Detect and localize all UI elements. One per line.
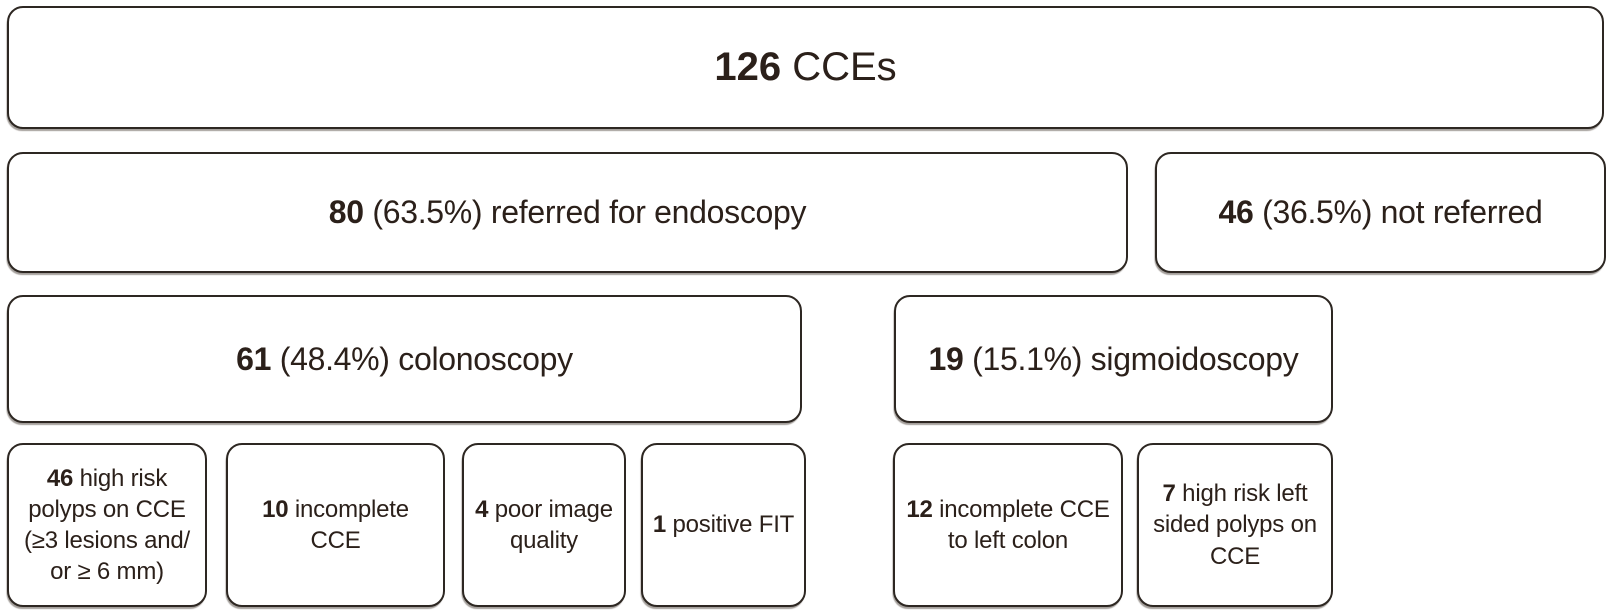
node-colonoscopy: 61 (48.4%) colonoscopy	[7, 295, 802, 423]
node-label: (63.5%) referred for endoscopy	[372, 194, 807, 230]
node-count: 46	[1218, 194, 1254, 230]
node-incomplete-cce-left-colon: 12 incomplete CCE to left colon	[893, 443, 1123, 607]
node-incomplete-cce: 10 incomplete CCE	[226, 443, 445, 607]
node-referred-for-endoscopy: 80 (63.5%) referred for endoscopy	[7, 152, 1128, 273]
node-label: incomplete CCE to left colon	[939, 495, 1110, 554]
node-positive-fit: 1 positive FIT	[641, 443, 806, 607]
node-label: CCEs	[792, 45, 897, 89]
node-high-risk-left-sided-polyps: 7 high risk left sided polyps on CCE	[1137, 443, 1333, 607]
node-count: 1	[652, 511, 667, 539]
node-text: 61 (48.4%) colonoscopy	[236, 341, 573, 378]
node-label: positive FIT	[672, 511, 795, 539]
node-count: 10	[262, 495, 289, 523]
node-count: 19	[928, 340, 964, 377]
node-label: high risk polyps on CCE (≥3 lesions and/…	[23, 464, 191, 586]
node-label: (15.1%) sigmoidoscopy	[972, 340, 1299, 377]
node-text: 80 (63.5%) referred for endoscopy	[329, 194, 807, 231]
node-not-referred: 46 (36.5%) not referred	[1155, 152, 1606, 273]
node-high-risk-polyps: 46 high risk polyps on CCE (≥3 lesions a…	[7, 443, 207, 607]
node-text: 10 incomplete CCE	[242, 494, 429, 556]
node-text: 7 high risk left sided polyps on CCE	[1145, 478, 1325, 572]
node-text: 126 CCEs	[714, 45, 896, 90]
node-text: 4 poor image quality	[474, 494, 614, 556]
node-label: high risk left sided polyps on CCE	[1153, 480, 1317, 570]
node-count: 7	[1162, 480, 1176, 508]
node-label: poor image quality	[494, 495, 613, 554]
node-label: (36.5%) not referred	[1262, 194, 1543, 230]
node-count: 46	[46, 464, 74, 492]
node-poor-image-quality: 4 poor image quality	[462, 443, 626, 607]
node-label: incomplete CCE	[294, 495, 409, 554]
node-sigmoidoscopy: 19 (15.1%) sigmoidoscopy	[894, 295, 1333, 423]
node-count: 4	[475, 495, 489, 523]
node-total-cces: 126 CCEs	[7, 6, 1604, 129]
node-count: 12	[906, 495, 933, 523]
node-text: 12 incomplete CCE to left colon	[901, 494, 1115, 556]
node-text: 46 high risk polyps on CCE (≥3 lesions a…	[14, 463, 200, 588]
node-label: (48.4%) colonoscopy	[279, 340, 573, 377]
node-count: 80	[328, 194, 364, 230]
node-count: 126	[714, 45, 782, 89]
node-text: 46 (36.5%) not referred	[1219, 194, 1543, 231]
node-text: 19 (15.1%) sigmoidoscopy	[929, 341, 1299, 378]
node-count: 61	[236, 340, 272, 377]
node-text: 1 positive FIT	[653, 509, 794, 540]
